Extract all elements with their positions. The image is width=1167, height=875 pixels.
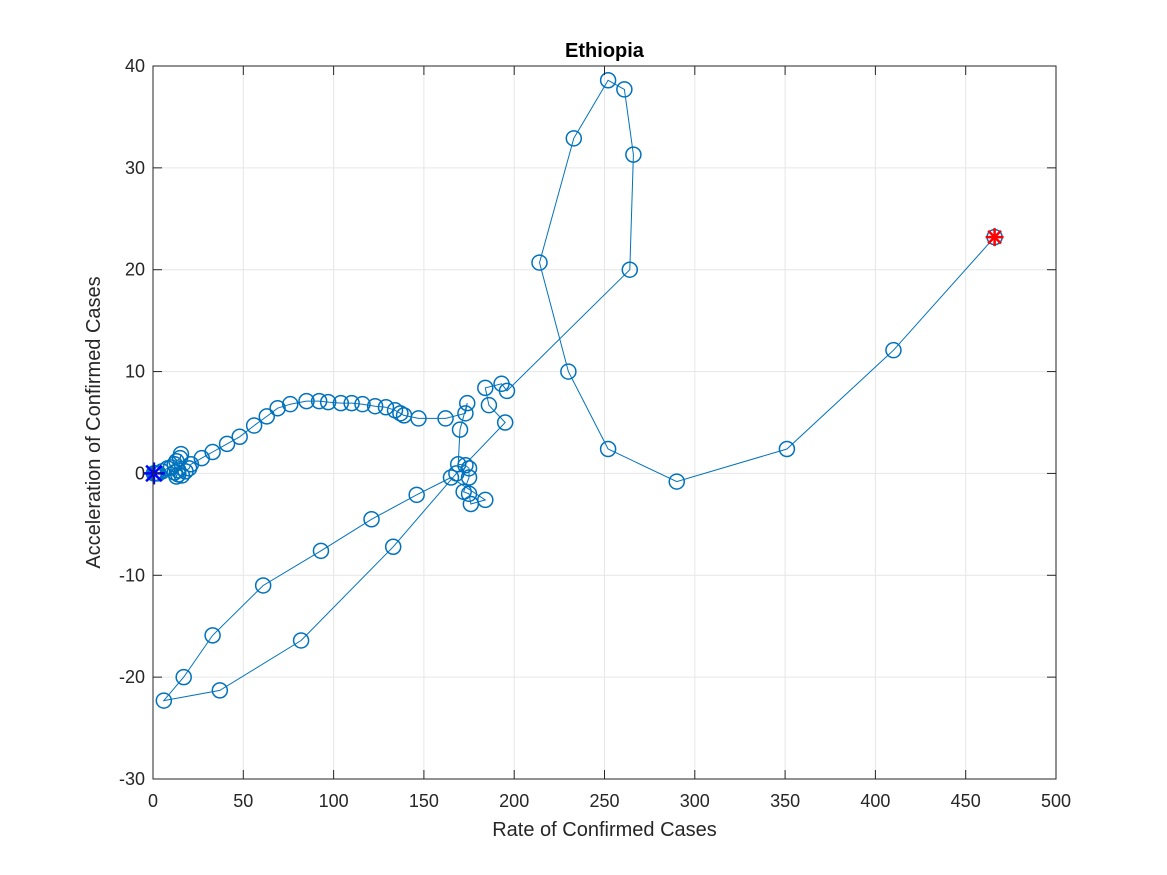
data-point bbox=[437, 410, 454, 427]
x-tick-label: 0 bbox=[148, 791, 158, 811]
data-point bbox=[377, 398, 395, 416]
data-point bbox=[384, 538, 402, 556]
data-point bbox=[498, 382, 516, 400]
x-tick-label: 100 bbox=[319, 791, 349, 811]
y-tick-label: -20 bbox=[119, 667, 145, 687]
x-tick-label: 450 bbox=[951, 791, 981, 811]
data-point bbox=[457, 405, 474, 422]
data-point bbox=[298, 392, 315, 410]
data-point bbox=[172, 445, 190, 463]
x-tick-label: 50 bbox=[233, 791, 253, 811]
data-point bbox=[616, 81, 633, 98]
y-tick-label: 0 bbox=[135, 463, 145, 483]
x-axis-ticks: 0 50 100 150 200 250 300 350 400 450 500 bbox=[148, 66, 1071, 811]
data-point bbox=[621, 261, 639, 278]
series-layer bbox=[142, 72, 1004, 709]
end-point-marker-stroke bbox=[987, 229, 1002, 245]
y-tick-label: 20 bbox=[125, 260, 145, 280]
data-point bbox=[625, 146, 642, 163]
x-tick-label: 400 bbox=[860, 791, 890, 811]
x-tick-label: 200 bbox=[499, 791, 529, 811]
data-point bbox=[408, 486, 425, 504]
data-point bbox=[211, 682, 229, 699]
data-point bbox=[560, 363, 577, 380]
x-tick-label: 300 bbox=[680, 791, 710, 811]
series-line bbox=[153, 79, 995, 702]
data-point bbox=[477, 379, 494, 397]
x-tick-label: 500 bbox=[1041, 791, 1071, 811]
data-point bbox=[451, 421, 469, 438]
data-point bbox=[599, 72, 617, 89]
data-point bbox=[258, 408, 276, 425]
x-tick-label: 350 bbox=[770, 791, 800, 811]
data-point bbox=[457, 457, 474, 474]
data-point bbox=[496, 414, 514, 431]
data-point bbox=[343, 394, 360, 412]
chart-title: Ethiopia bbox=[565, 40, 645, 62]
data-point bbox=[231, 428, 248, 446]
data-point bbox=[332, 394, 350, 412]
data-point bbox=[310, 392, 328, 410]
data-point bbox=[442, 469, 460, 486]
y-tick-label: -10 bbox=[119, 565, 145, 585]
data-point bbox=[269, 399, 286, 417]
data-point bbox=[448, 465, 465, 482]
x-tick-label: 150 bbox=[409, 791, 439, 811]
y-axis-label: Acceleration of Confirmed Cases bbox=[83, 276, 105, 568]
data-point bbox=[354, 395, 371, 413]
y-tick-label: 30 bbox=[125, 158, 145, 178]
data-point bbox=[204, 627, 221, 644]
data-point bbox=[363, 511, 380, 528]
y-axis-ticks: -30 -20 -10 0 10 20 30 40 bbox=[119, 56, 1056, 789]
data-point bbox=[392, 405, 409, 422]
y-tick-label: 10 bbox=[125, 362, 145, 382]
data-point bbox=[218, 435, 236, 453]
data-point bbox=[366, 397, 384, 415]
x-axis-label: Rate of Confirmed Cases bbox=[492, 819, 717, 841]
data-point bbox=[778, 440, 796, 458]
y-tick-label: -30 bbox=[119, 769, 145, 789]
data-point bbox=[312, 542, 330, 560]
data-point bbox=[410, 410, 427, 427]
data-point bbox=[668, 473, 685, 490]
data-point bbox=[460, 485, 478, 503]
data-point bbox=[480, 396, 498, 414]
data-point bbox=[565, 130, 583, 147]
end-point-marker bbox=[985, 228, 1004, 247]
data-point bbox=[477, 491, 494, 509]
data-point bbox=[885, 341, 902, 359]
data-point bbox=[204, 443, 221, 461]
data-point bbox=[282, 395, 299, 413]
data-point bbox=[292, 632, 310, 649]
data-point bbox=[254, 577, 272, 594]
data-point bbox=[175, 668, 192, 686]
plot-area: 0 50 100 150 200 250 300 350 400 450 500 -30-20-10… bbox=[119, 56, 1071, 811]
data-point bbox=[449, 456, 467, 473]
data-point bbox=[460, 469, 478, 486]
data-point bbox=[245, 417, 263, 434]
data-point bbox=[458, 394, 476, 412]
y-tick-label: 40 bbox=[125, 56, 145, 76]
data-point bbox=[599, 440, 617, 458]
x-tick-label: 250 bbox=[589, 791, 619, 811]
data-point bbox=[319, 393, 337, 411]
data-point bbox=[155, 692, 173, 709]
data-point bbox=[531, 254, 548, 271]
